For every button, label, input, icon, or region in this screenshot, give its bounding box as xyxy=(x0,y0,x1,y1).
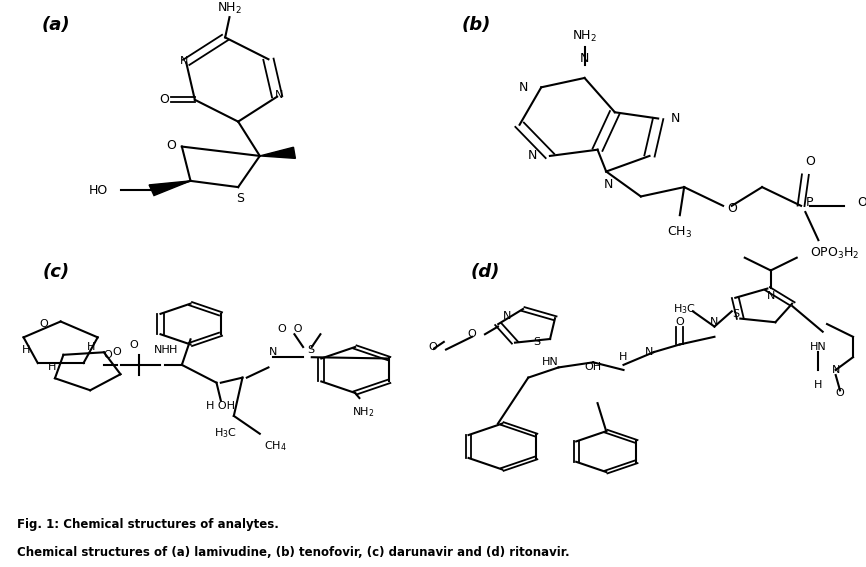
Text: OPO$_3$H$_2$: OPO$_3$H$_2$ xyxy=(810,246,859,261)
Text: P: P xyxy=(805,196,813,209)
Text: H: H xyxy=(22,345,30,354)
Text: (c): (c) xyxy=(42,263,70,281)
Text: S: S xyxy=(533,337,540,347)
Text: CH$_4$: CH$_4$ xyxy=(264,439,287,452)
Text: N: N xyxy=(268,347,277,357)
Polygon shape xyxy=(260,147,295,158)
Text: H$_3$C: H$_3$C xyxy=(214,426,236,440)
Text: S: S xyxy=(733,309,740,319)
Text: O: O xyxy=(166,138,176,151)
Text: S: S xyxy=(236,192,244,205)
Text: O: O xyxy=(104,350,113,359)
Text: H: H xyxy=(619,352,628,362)
Text: O: O xyxy=(130,340,139,349)
Text: NH$_2$: NH$_2$ xyxy=(572,28,597,44)
Text: N: N xyxy=(671,112,681,125)
Text: O: O xyxy=(805,155,815,168)
Text: NH: NH xyxy=(154,345,171,355)
Text: O: O xyxy=(429,342,437,352)
Text: N: N xyxy=(502,311,511,321)
Text: O  O: O O xyxy=(278,324,302,334)
Text: (d): (d) xyxy=(470,263,500,281)
Text: H: H xyxy=(87,342,95,352)
Text: N: N xyxy=(180,56,188,66)
Text: N: N xyxy=(766,291,775,301)
Text: O: O xyxy=(159,94,170,106)
Text: CH$_3$: CH$_3$ xyxy=(667,225,693,240)
Text: H: H xyxy=(48,362,56,373)
Text: OH: OH xyxy=(585,362,602,373)
Text: (b): (b) xyxy=(462,15,491,33)
Text: N: N xyxy=(528,150,537,162)
Text: N: N xyxy=(645,347,654,357)
Text: S: S xyxy=(307,345,314,354)
Text: H OH: H OH xyxy=(206,400,236,411)
Text: N: N xyxy=(604,178,613,191)
Text: HN: HN xyxy=(541,357,559,367)
Text: NH$_2$: NH$_2$ xyxy=(352,406,375,420)
Text: NH$_2$: NH$_2$ xyxy=(217,1,242,15)
Text: Fig. 1: Chemical structures of analytes.: Fig. 1: Chemical structures of analytes. xyxy=(17,518,279,531)
Text: HN: HN xyxy=(810,342,827,352)
Text: N: N xyxy=(275,90,283,100)
Text: O: O xyxy=(727,202,737,215)
Text: O: O xyxy=(113,347,121,357)
Text: N: N xyxy=(580,53,589,65)
Text: Chemical structures of (a) lamivudine, (b) tenofovir, (c) darunavir and (d) rito: Chemical structures of (a) lamivudine, (… xyxy=(17,547,570,559)
Text: N: N xyxy=(520,81,528,94)
Text: N: N xyxy=(710,316,719,327)
Text: H$_3$C: H$_3$C xyxy=(673,303,695,316)
Text: H: H xyxy=(169,345,178,355)
Text: H: H xyxy=(814,380,823,390)
Text: O: O xyxy=(39,319,48,329)
Text: OH: OH xyxy=(857,196,866,209)
Text: (a): (a) xyxy=(42,15,71,33)
Text: O: O xyxy=(468,329,476,339)
Polygon shape xyxy=(149,181,191,196)
Text: O: O xyxy=(836,388,844,398)
Text: N: N xyxy=(831,365,840,375)
Text: HO: HO xyxy=(89,184,108,197)
Text: O: O xyxy=(675,316,684,327)
